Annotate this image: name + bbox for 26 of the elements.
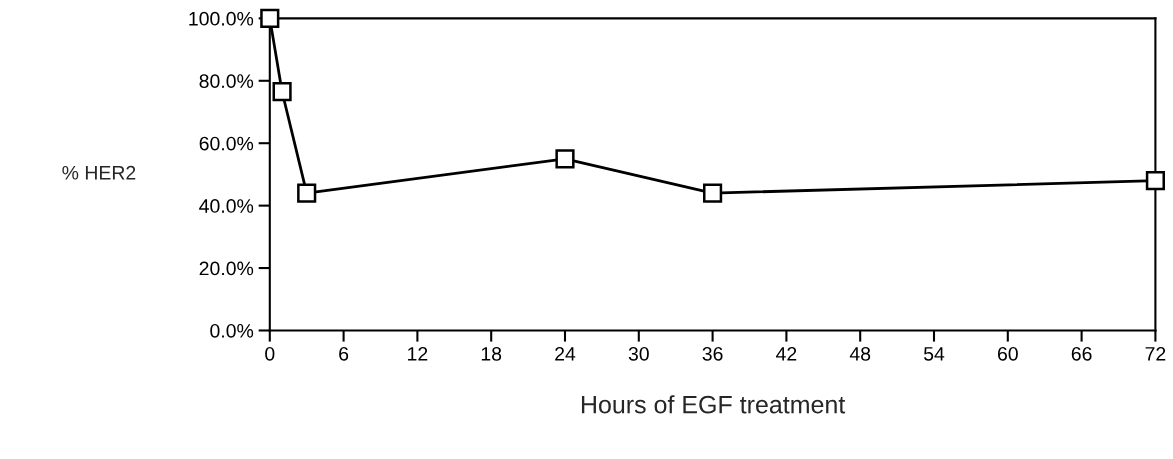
x-tick-label: 48 [849,346,871,361]
x-tick-label: 18 [481,346,502,361]
y-tick-label: 20.0% [199,261,254,276]
x-tick-label: 36 [702,346,723,361]
point [703,183,723,203]
x-axis-title: Hours of EGF treatment [581,395,846,414]
y-tick-label: 40.0% [199,199,254,213]
point [555,149,575,169]
x-tick-label: 0 [265,346,275,361]
x-tick-label: 54 [923,347,945,361]
y-axis-title: % HER2 [62,165,136,180]
point [1145,171,1165,191]
x-tick-label: 12 [408,346,428,361]
point [272,82,292,102]
y-tick-label: 0.0% [210,323,254,338]
x-tick-label: 60 [997,346,1018,361]
y-tick-label: 100.0% [189,11,254,26]
x-tick-label: 42 [776,346,797,361]
y-tick-label: 60.0% [199,136,254,151]
point [297,183,317,203]
y-tick-label: 80.0% [199,74,254,89]
x-tick-label: 66 [1071,346,1092,361]
x-tick-label: 30 [628,346,649,361]
x-tick-label: 24 [555,346,576,361]
x-tick-label: 72 [1145,346,1166,361]
x-tick-label: 6 [339,346,349,361]
